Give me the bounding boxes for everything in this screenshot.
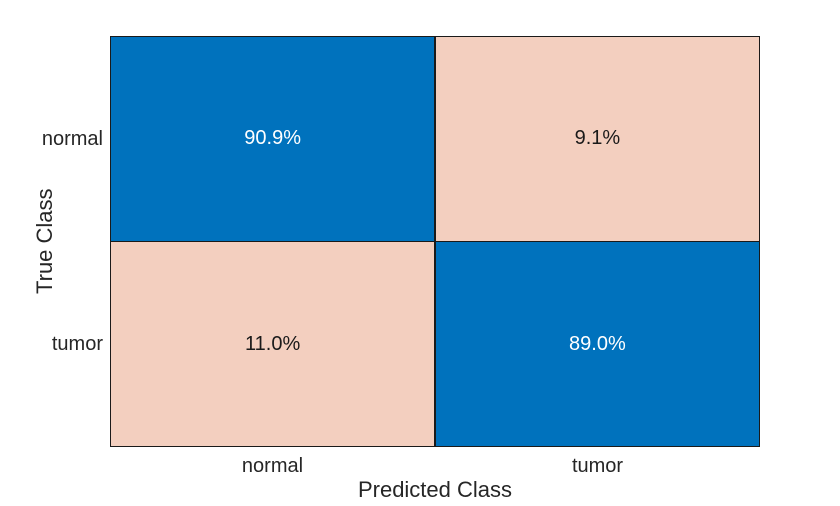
cell-value: 89.0% — [569, 332, 626, 355]
cell-true-normal-pred-tumor: 9.1% — [435, 37, 759, 241]
y-axis-title: True Class — [32, 188, 57, 295]
cell-true-normal-pred-normal: 90.9% — [111, 37, 435, 241]
cell-value: 11.0% — [245, 332, 301, 355]
x-tick-tumor: tumor — [571, 455, 624, 477]
x-tick-normal: normal — [241, 455, 304, 477]
cell-value: 90.9% — [244, 127, 301, 150]
confusion-matrix-grid: 90.9% 9.1% 11.0% 89.0% — [110, 36, 760, 447]
cell-value: 9.1% — [574, 127, 621, 150]
y-tick-tumor: tumor — [51, 333, 103, 355]
cell-true-tumor-pred-tumor: 89.0% — [435, 242, 759, 446]
cell-true-tumor-pred-normal: 11.0% — [111, 242, 435, 446]
x-axis-title: Predicted Class — [357, 477, 513, 502]
y-tick-normal: normal — [41, 128, 103, 150]
